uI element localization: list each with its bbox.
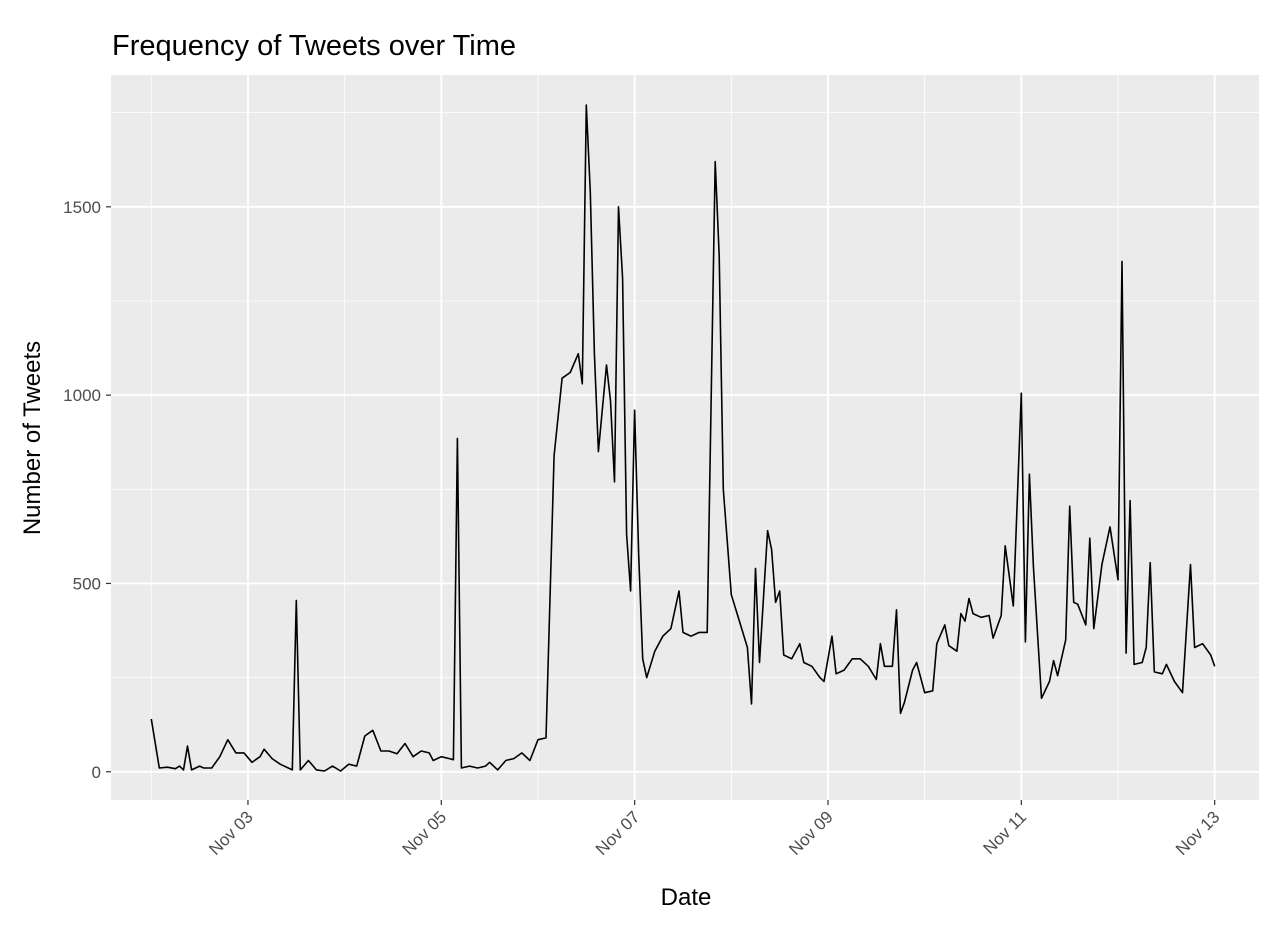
y-tick-label: 500 <box>73 574 101 593</box>
y-tick-label: 1000 <box>63 386 101 405</box>
series-layer <box>150 104 1216 772</box>
y-axis-ticks: 0 500 1000 1500 <box>63 198 111 782</box>
x-axis-title: Date <box>661 884 712 911</box>
major-gridlines <box>111 75 1259 800</box>
minor-gridlines <box>111 75 1259 800</box>
plot-panel <box>111 75 1259 800</box>
y-tick-label: 0 <box>92 763 101 782</box>
y-axis-title: Number of Tweets <box>19 341 46 535</box>
y-tick-label: 1500 <box>63 198 101 217</box>
series-line <box>150 104 1216 772</box>
chart-title: Frequency of Tweets over Time <box>112 30 516 62</box>
